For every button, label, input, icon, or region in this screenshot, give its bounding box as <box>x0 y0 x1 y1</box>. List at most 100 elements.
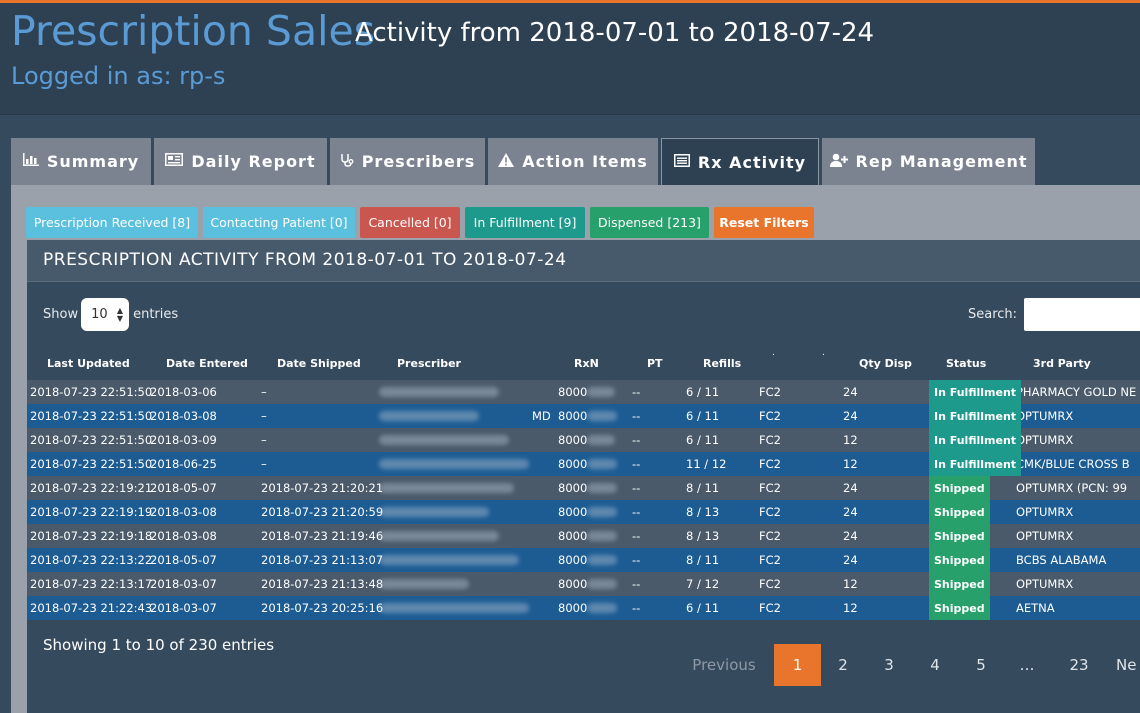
cell-date-entered: 2018-03-07 <box>150 601 217 615</box>
cell-last-updated: 2018-07-23 22:19:21 <box>30 481 153 495</box>
cell-pt: -- <box>632 529 641 543</box>
list-alt-icon <box>673 153 690 171</box>
entries-label: entries <box>133 307 179 322</box>
cell-date-entered: 2018-03-09 <box>150 433 217 447</box>
pagination-page[interactable]: 2 <box>838 656 848 674</box>
cell-date-entered: 2018-03-08 <box>150 529 217 543</box>
pagination-page[interactable]: 5 <box>976 656 986 674</box>
table-row[interactable]: 2018-07-23 22:19:19 2018-03-08 2018-07-23 … <box>27 500 1140 524</box>
pagination-next[interactable]: Ne <box>1116 656 1137 674</box>
pagination-page[interactable]: 23 <box>1069 656 1089 674</box>
search-input[interactable] <box>1024 298 1140 331</box>
cell-date-shipped: 2018-07-23 21:19:46 <box>261 529 384 543</box>
tab-prescribers[interactable]: Prescribers <box>330 138 485 185</box>
cell-date-shipped: 2018-07-23 21:20:59 <box>261 505 384 519</box>
cell-rxn: 8000 <box>558 385 588 399</box>
col-status[interactable]: Status <box>946 357 987 370</box>
filter-dispensed[interactable]: Dispensed [213] <box>590 207 709 238</box>
cell-refills: 8 / 11 <box>686 481 720 495</box>
cell-third-party: OPTUMRX <box>1016 409 1074 423</box>
tab-label: Rx Activity <box>697 152 807 172</box>
cell-code: FC2 <box>759 409 781 423</box>
app-title: Prescription Sales <box>11 7 376 55</box>
col-rxn[interactable]: RxN <box>574 357 599 370</box>
col-date-shipped[interactable]: Date Shipped <box>277 357 361 370</box>
tab-label: Summary <box>46 152 140 171</box>
newspaper-icon <box>165 153 184 170</box>
filter-prescription-received[interactable]: Prescription Received [8] <box>26 207 198 238</box>
cell-qty-disp: 12 <box>843 433 858 447</box>
cell-pt: -- <box>632 385 641 399</box>
pagination-page[interactable]: 4 <box>930 656 940 674</box>
redacted-prescriber-name <box>379 459 529 469</box>
table-body: 2018-07-23 22:51:50 2018-03-06–8000 -- 6 / … <box>27 380 1140 620</box>
filter-contacting-patient[interactable]: Contacting Patient [0] <box>203 207 355 238</box>
tab-daily-report[interactable]: Daily Report <box>154 138 327 185</box>
cell-last-updated: 2018-07-23 21:22:43 <box>30 601 153 615</box>
tab-summary[interactable]: Summary <box>11 138 151 185</box>
tab-rep-management[interactable]: Rep Management <box>822 138 1035 185</box>
cell-pt: -- <box>632 433 641 447</box>
stethoscope-icon <box>340 153 354 171</box>
table-row[interactable]: 2018-07-23 22:13:22 2018-05-07 2018-07-23 … <box>27 548 1140 572</box>
filter-in-fulfillment[interactable]: In Fulfillment [9] <box>465 207 585 238</box>
cell-qty-disp: 12 <box>843 601 858 615</box>
select-arrows-icon: ▲ ▼ <box>116 306 124 323</box>
pagination-previous[interactable]: Previous <box>692 656 756 674</box>
cell-third-party: BCBS ALABAMA <box>1016 553 1107 567</box>
filter-cancelled[interactable]: Cancelled [0] <box>360 207 460 238</box>
status-badge: Shipped <box>929 524 990 548</box>
activity-range: Activity from 2018-07-01 to 2018-07-24 <box>355 18 875 48</box>
col-pt[interactable]: PT <box>647 357 663 370</box>
cell-prescriber-suffix: MD <box>532 409 551 423</box>
table-row[interactable]: 2018-07-23 22:19:18 2018-03-08 2018-07-23 … <box>27 524 1140 548</box>
col-unnamed-b[interactable]: . <box>822 348 825 358</box>
col-date-entered[interactable]: Date Entered <box>166 357 248 370</box>
cell-date-shipped: – <box>261 385 267 399</box>
col-qty-disp[interactable]: Qty Disp <box>859 357 912 370</box>
cell-rxn: 8000 <box>558 481 588 495</box>
cell-date-shipped: – <box>261 409 267 423</box>
table-row[interactable]: 2018-07-23 21:22:43 2018-03-07 2018-07-23 … <box>27 596 1140 620</box>
col-refills[interactable]: Refills <box>703 357 742 370</box>
table-row[interactable]: 2018-07-23 22:51:50 2018-03-08 – 8000 -- 6 / … <box>27 404 1140 428</box>
redacted-prescriber-name <box>379 555 519 565</box>
cell-date-entered: 2018-06-25 <box>150 457 217 471</box>
table-row[interactable]: 2018-07-23 22:13:17 2018-03-07 2018-07-23 … <box>27 572 1140 596</box>
pagination-page[interactable]: 3 <box>884 656 894 674</box>
status-badge: Shipped <box>929 476 990 500</box>
col-prescriber[interactable]: Prescriber <box>397 357 461 370</box>
entries-select[interactable]: 10 ▲ ▼ <box>81 298 130 331</box>
pagination-page[interactable]: 1 <box>774 644 821 686</box>
cell-refills: 8 / 11 <box>686 553 720 567</box>
status-badge: Shipped <box>929 548 990 572</box>
cell-refills: 8 / 13 <box>686 505 720 519</box>
col-unnamed-a[interactable]: . <box>772 348 775 358</box>
reset-filters-button[interactable]: Reset Filters <box>714 207 814 238</box>
cell-refills: 6 / 11 <box>686 385 720 399</box>
redacted-rx-number <box>587 483 617 493</box>
tab-rx-activity[interactable]: Rx Activity <box>661 138 819 185</box>
cell-code: FC2 <box>759 529 781 543</box>
cell-qty-disp: 12 <box>843 577 858 591</box>
redacted-prescriber-name <box>379 579 469 589</box>
cell-third-party: OPTUMRX <box>1016 529 1074 543</box>
redacted-prescriber-name <box>379 483 514 493</box>
activity-table-card: PRESCRIPTION ACTIVITY FROM 2018-07-01 TO… <box>27 240 1140 713</box>
redacted-rx-number <box>587 411 617 421</box>
tab-action-items[interactable]: Action Items <box>488 138 658 185</box>
redacted-prescriber-name <box>379 387 499 397</box>
cell-rxn: 8000 <box>558 529 588 543</box>
redacted-rx-number <box>587 603 617 613</box>
logged-in-user: Logged in as: rp-s <box>11 62 226 90</box>
cell-date-entered: 2018-03-08 <box>150 505 217 519</box>
table-row[interactable]: 2018-07-23 22:51:50 2018-06-25 – 8000 -- 11 /… <box>27 452 1140 476</box>
cell-date-entered: 2018-03-06 <box>150 385 217 399</box>
table-row[interactable]: 2018-07-23 22:51:50 2018-03-06 – 8000 -- 6 / … <box>27 380 1140 404</box>
col-third-party[interactable]: 3rd Party <box>1033 357 1091 370</box>
card-title: PRESCRIPTION ACTIVITY FROM 2018-07-01 TO… <box>43 250 567 270</box>
redacted-rx-number <box>587 435 615 445</box>
table-row[interactable]: 2018-07-23 22:19:21 2018-05-07 2018-07-23 … <box>27 476 1140 500</box>
col-last-updated[interactable]: Last Updated <box>47 357 130 370</box>
table-row[interactable]: 2018-07-23 22:51:50 2018-03-09 – 8000 -- 6 / … <box>27 428 1140 452</box>
